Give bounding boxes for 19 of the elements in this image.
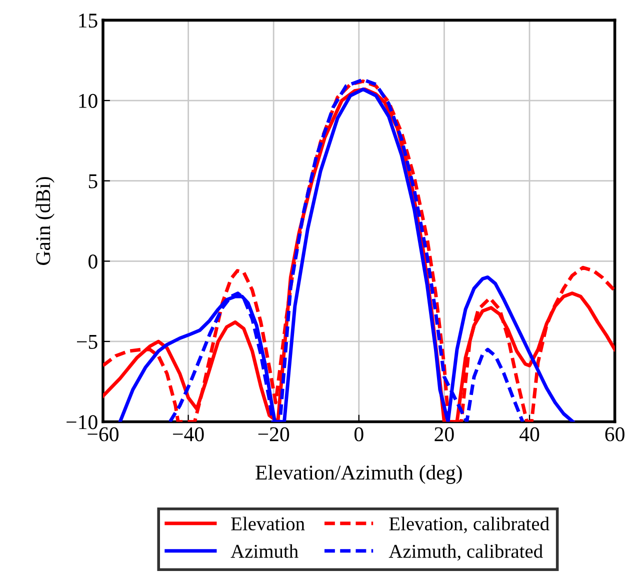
x-tick-label: 40 [520,427,540,442]
y-tick-label: 0 [88,254,98,269]
x-tick-label: −20 [258,427,290,442]
x-axis-title: Elevation/Azimuth (deg) [256,464,462,484]
y-tick-label: −5 [77,335,98,349]
legend-label: Azimuth, calibrated [388,544,543,561]
legend-label: Elevation [231,516,305,530]
x-tick-label: −40 [173,427,204,442]
x-tick-label: 0 [354,427,364,442]
x-tick-label: 60 [605,427,624,442]
legend-label: Elevation, calibrated [389,516,550,534]
y-tick-label: −10 [66,415,98,430]
y-tick-label: 10 [79,94,98,108]
legend-label: Azimuth [230,544,298,558]
y-tick-label: 5 [88,174,98,188]
y-axis-title: Gain (dBi) [36,177,54,265]
x-tick-label: −60 [88,427,118,442]
x-tick-label: 20 [434,427,454,442]
y-tick-label: 15 [79,14,98,28]
